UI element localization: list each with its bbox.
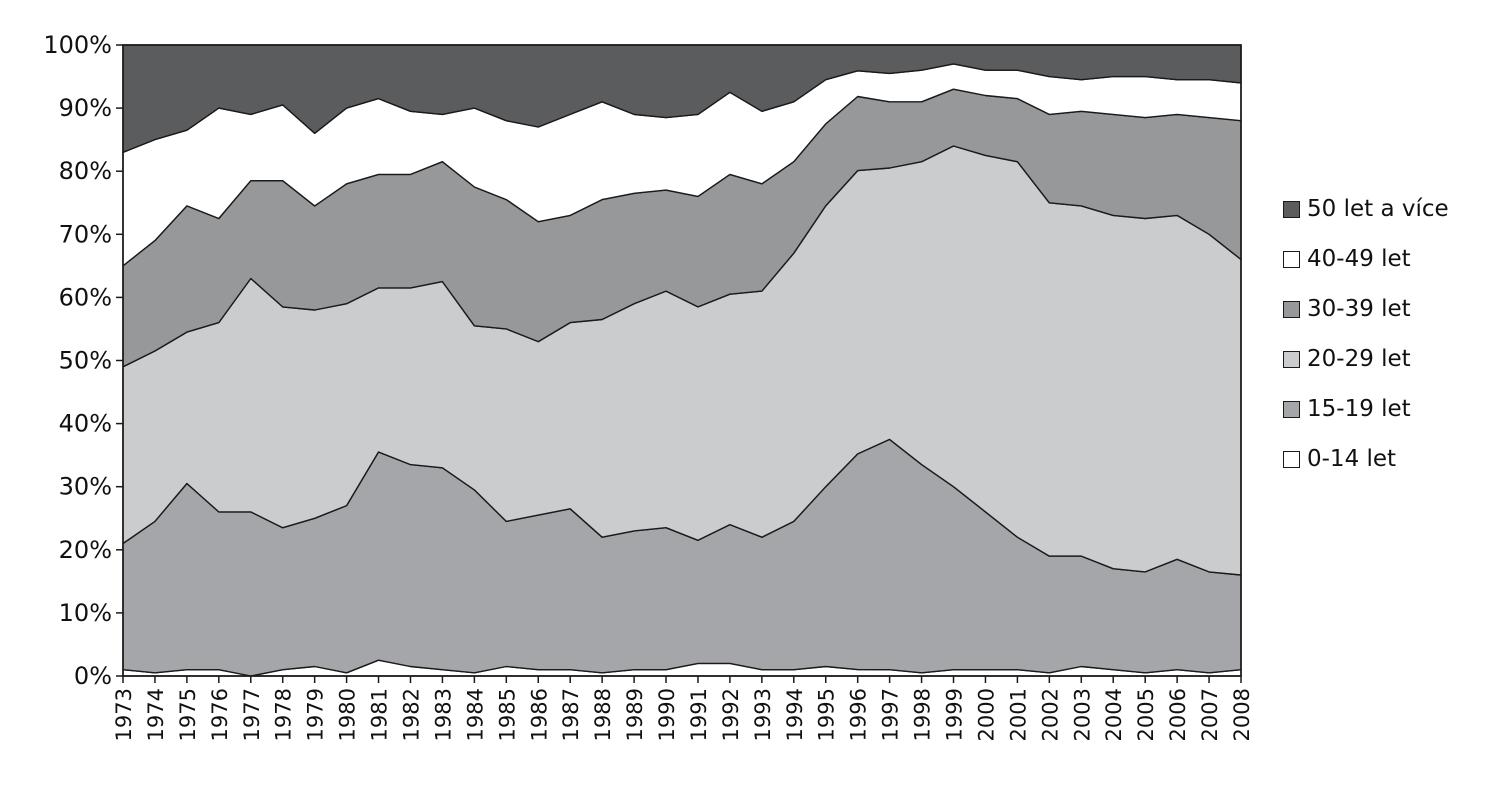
x-tick-label: 1982 bbox=[400, 688, 424, 741]
legend-swatch bbox=[1283, 350, 1300, 368]
x-tick-label: 2000 bbox=[975, 688, 999, 741]
x-tick-label: 1977 bbox=[240, 688, 264, 741]
y-tick-label: 100% bbox=[43, 31, 112, 59]
x-tick-label: 2002 bbox=[1038, 688, 1062, 741]
x-tick-label: 2003 bbox=[1070, 688, 1094, 741]
x-tick-label: 1986 bbox=[527, 688, 551, 741]
y-tick-label: 50% bbox=[59, 347, 112, 375]
x-tick-label: 1989 bbox=[623, 688, 647, 741]
legend-swatch bbox=[1283, 400, 1300, 418]
legend-label: 40-49 let bbox=[1307, 246, 1411, 272]
legend-item: 0-14 let bbox=[1283, 434, 1449, 484]
x-tick-label: 2001 bbox=[1006, 688, 1030, 741]
x-tick-label: 1974 bbox=[144, 688, 168, 741]
x-tick-label: 1984 bbox=[463, 688, 487, 741]
legend-label: 50 let a více bbox=[1307, 196, 1449, 222]
legend: 50 let a více 40-49 let 30-39 let 20-29 let… bbox=[1283, 184, 1449, 484]
area-layers bbox=[122, 44, 1242, 677]
y-tick-label: 20% bbox=[59, 536, 112, 564]
x-tick-label: 1994 bbox=[783, 688, 807, 741]
x-tick-label: 1978 bbox=[272, 688, 296, 741]
legend-swatch bbox=[1283, 300, 1300, 318]
x-tick-label: 1975 bbox=[176, 688, 200, 741]
legend-item: 15-19 let bbox=[1283, 384, 1449, 434]
x-tick-label: 1980 bbox=[336, 688, 360, 741]
x-tick-label: 1996 bbox=[847, 688, 871, 741]
legend-item: 50 let a více bbox=[1283, 184, 1449, 234]
x-tick-label: 1997 bbox=[879, 688, 903, 741]
x-tick-label: 1987 bbox=[559, 688, 583, 741]
x-tick-label: 1999 bbox=[943, 688, 967, 741]
legend-swatch bbox=[1283, 450, 1300, 468]
x-tick-label: 1979 bbox=[304, 688, 328, 741]
x-tick-label: 1993 bbox=[751, 688, 775, 741]
y-tick-label: 60% bbox=[59, 283, 112, 311]
legend-label: 20-29 let bbox=[1307, 346, 1411, 372]
y-tick-label: 40% bbox=[59, 410, 112, 438]
legend-swatch bbox=[1283, 200, 1300, 218]
x-tick-label: 2006 bbox=[1166, 688, 1190, 741]
x-tick-label: 1992 bbox=[719, 688, 743, 741]
x-tick-label: 1981 bbox=[368, 688, 392, 741]
x-axis-ticks: 1973 1974 1975 1976 1977 1978 1979 1980 1981 1982… bbox=[112, 676, 1254, 741]
y-tick-label: 30% bbox=[59, 473, 112, 501]
x-tick-label: 1990 bbox=[655, 688, 679, 741]
y-axis-ticks: 0% 10% 20% 30% 40% 50% 60% 70% 80% 90% 100% bbox=[43, 31, 123, 690]
x-tick-label: 2007 bbox=[1198, 688, 1222, 741]
legend-label: 15-19 let bbox=[1307, 396, 1411, 422]
x-tick-label: 1976 bbox=[208, 688, 232, 741]
legend-label: 30-39 let bbox=[1307, 296, 1411, 322]
x-tick-label: 1983 bbox=[431, 688, 455, 741]
x-tick-label: 1985 bbox=[495, 688, 519, 741]
x-tick-label: 2008 bbox=[1230, 688, 1254, 741]
x-tick-label: 2005 bbox=[1134, 688, 1158, 741]
y-tick-label: 70% bbox=[59, 220, 112, 248]
legend-item: 40-49 let bbox=[1283, 234, 1449, 284]
y-tick-label: 80% bbox=[59, 157, 112, 185]
x-tick-label: 1995 bbox=[815, 688, 839, 741]
x-tick-label: 1973 bbox=[112, 688, 136, 741]
x-tick-label: 1988 bbox=[591, 688, 615, 741]
y-tick-label: 10% bbox=[59, 599, 112, 627]
y-tick-label: 90% bbox=[59, 94, 112, 122]
y-tick-label: 0% bbox=[74, 662, 112, 690]
x-tick-label: 2004 bbox=[1102, 688, 1126, 741]
x-tick-label: 1998 bbox=[911, 688, 935, 741]
legend-label: 0-14 let bbox=[1307, 446, 1397, 472]
x-tick-label: 1991 bbox=[687, 688, 711, 741]
legend-item: 20-29 let bbox=[1283, 334, 1449, 384]
legend-swatch bbox=[1283, 250, 1300, 268]
legend-item: 30-39 let bbox=[1283, 284, 1449, 334]
